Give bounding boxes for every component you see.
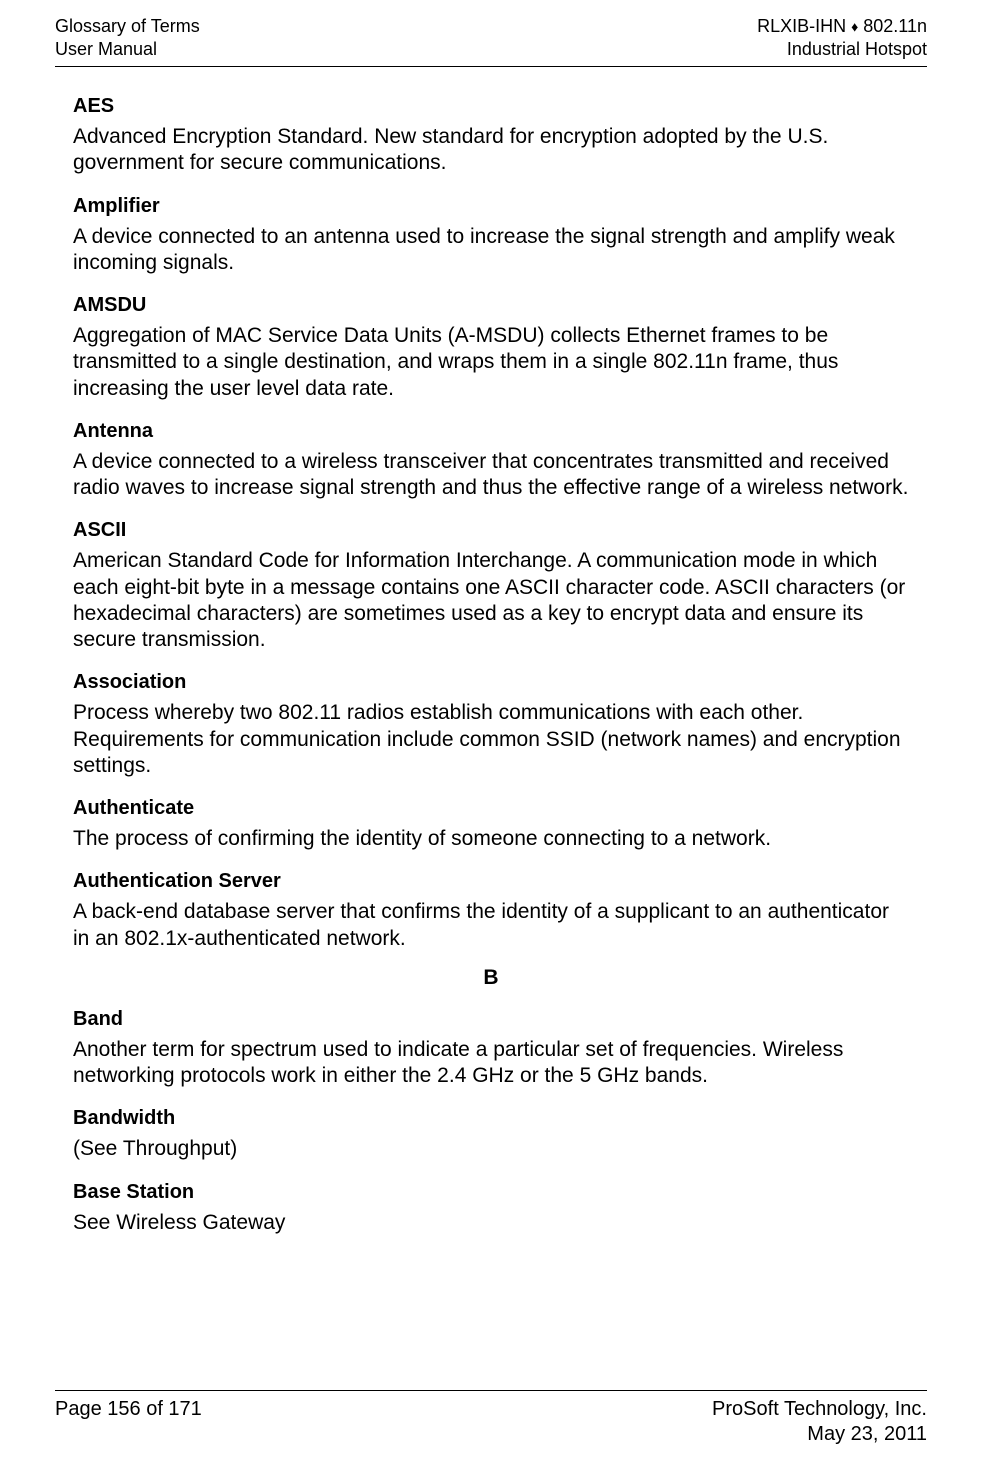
footer-left: Page 156 of 171 (55, 1397, 202, 1447)
footer-right-line2: May 23, 2011 (807, 1423, 927, 1445)
glossary-definition: The process of confirming the identity o… (73, 826, 909, 852)
glossary-term: Authentication Server (73, 870, 909, 893)
header-left-line2: User Manual (55, 39, 157, 59)
header-right-line2: Industrial Hotspot (787, 39, 927, 59)
glossary-term: AMSDU (73, 294, 909, 317)
glossary-term: Bandwidth (73, 1107, 909, 1130)
header-left: Glossary of Terms User Manual (55, 15, 200, 60)
glossary-definition: A back-end database server that confirms… (73, 899, 909, 952)
glossary-term: ASCII (73, 519, 909, 542)
glossary-definition: Another term for spectrum used to indica… (73, 1037, 909, 1090)
footer-right-line1: ProSoft Technology, Inc. (712, 1398, 927, 1420)
glossary-definition: American Standard Code for Information I… (73, 548, 909, 653)
section-letter-b: B (73, 966, 909, 990)
glossary-term: Band (73, 1008, 909, 1031)
page-header: Glossary of Terms User Manual RLXIB-IHN … (55, 15, 927, 67)
glossary-term: Antenna (73, 420, 909, 443)
glossary-term: AES (73, 95, 909, 118)
header-right: RLXIB-IHN ♦ 802.11n Industrial Hotspot (757, 15, 927, 60)
glossary-term: Base Station (73, 1181, 909, 1204)
glossary-term: Association (73, 671, 909, 694)
glossary-term: Authenticate (73, 797, 909, 820)
glossary-term: Amplifier (73, 195, 909, 218)
glossary-definition: A device connected to a wireless transce… (73, 449, 909, 502)
header-right-line1-prefix: RLXIB-IHN (757, 16, 851, 36)
content-area: AES Advanced Encryption Standard. New st… (55, 95, 927, 1236)
header-left-line1: Glossary of Terms (55, 16, 200, 36)
glossary-definition: A device connected to an antenna used to… (73, 224, 909, 277)
page-root: Glossary of Terms User Manual RLXIB-IHN … (0, 0, 982, 1469)
glossary-definition: See Wireless Gateway (73, 1210, 909, 1236)
glossary-definition: Aggregation of MAC Service Data Units (A… (73, 323, 909, 402)
glossary-definition: Advanced Encryption Standard. New standa… (73, 124, 909, 177)
header-right-line1-suffix: 802.11n (858, 16, 927, 36)
glossary-definition: (See Throughput) (73, 1136, 909, 1162)
page-footer: Page 156 of 171 ProSoft Technology, Inc.… (55, 1390, 927, 1447)
glossary-definition: Process whereby two 802.11 radios establ… (73, 700, 909, 779)
footer-right: ProSoft Technology, Inc. May 23, 2011 (712, 1397, 927, 1447)
